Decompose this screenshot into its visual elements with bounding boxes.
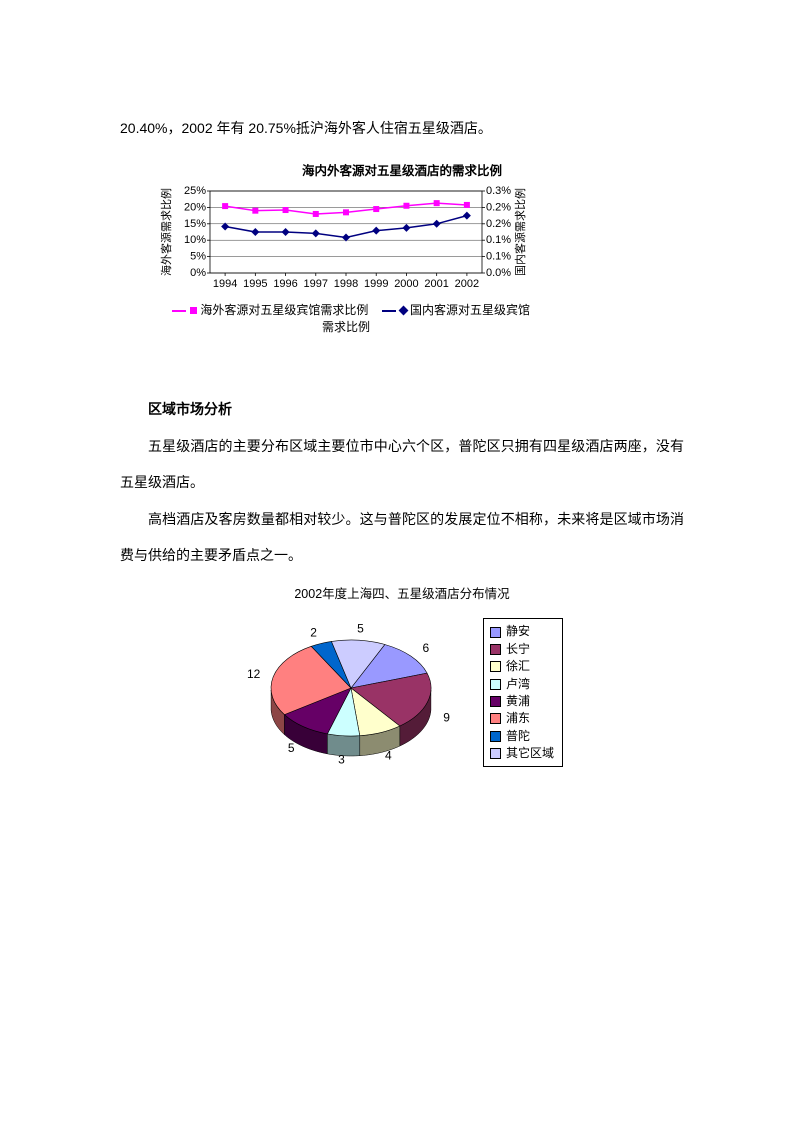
legend-row: 普陀 <box>490 728 554 745</box>
intro-paragraph: 20.40%，2002 年有 20.75%抵沪海外客人住宿五星级酒店。 <box>120 110 684 146</box>
paragraph-3: 高档酒店及客房数量都相对较少。这与普陀区的发展定位不相称，未来将是区域市场消费与… <box>120 501 684 574</box>
legend-label-0: 海外客源对五星级宾馆需求比例 <box>200 303 368 317</box>
legend-label: 静安 <box>506 623 530 640</box>
pie-svg: 6 9 4 3 5 12 2 5 <box>241 618 461 778</box>
legend-swatch <box>490 696 501 707</box>
pie-chart: 6 9 4 3 5 12 2 5 <box>241 618 461 778</box>
legend-swatch-0 <box>172 310 186 312</box>
svg-text:1997: 1997 <box>304 278 328 290</box>
legend-marker-0 <box>190 307 197 314</box>
legend-label: 徐汇 <box>506 658 530 675</box>
svg-text:5: 5 <box>357 622 364 636</box>
chart1-svg: 0% 0.0% 5% 0.1% 10% 0.1% 15% 0.2% 20% 0.2% 25% 0.3%… <box>156 185 536 295</box>
legend-label: 普陀 <box>506 728 530 745</box>
legend-row: 卢湾 <box>490 676 554 693</box>
svg-text:0.1%: 0.1% <box>486 251 511 263</box>
svg-text:20%: 20% <box>184 202 206 214</box>
legend-marker-1 <box>398 305 408 315</box>
legend-swatch <box>490 748 501 759</box>
svg-text:2002: 2002 <box>455 278 479 290</box>
legend-swatch <box>490 627 501 638</box>
legend-swatch-1 <box>382 310 396 312</box>
legend-swatch <box>490 679 501 690</box>
chart1-title: 海内外客源对五星级酒店的需求比例 <box>120 160 684 179</box>
legend-label: 黄浦 <box>506 693 530 710</box>
chart1: 0% 0.0% 5% 0.1% 10% 0.1% 15% 0.2% 20% 0.2% 25% 0.3%… <box>156 185 536 295</box>
legend-swatch <box>490 661 501 672</box>
svg-text:国内客源需求比例: 国内客源需求比例 <box>513 188 527 276</box>
legend-label: 卢湾 <box>506 676 530 693</box>
svg-text:1994: 1994 <box>213 278 237 290</box>
legend-row: 长宁 <box>490 641 554 658</box>
legend-row: 浦东 <box>490 710 554 727</box>
chart2-title: 2002年度上海四、五星级酒店分布情况 <box>120 583 684 602</box>
section-heading: 区域市场分析 <box>120 391 684 427</box>
svg-text:1995: 1995 <box>243 278 267 290</box>
legend-swatch <box>490 731 501 742</box>
legend-swatch <box>490 644 501 655</box>
svg-text:12: 12 <box>247 668 261 682</box>
chart1-legend: 海外客源对五星级宾馆需求比例 国内客源对五星级宾馆需求比例 <box>156 301 536 335</box>
paragraph-2: 五星级酒店的主要分布区域主要位市中心六个区，普陀区只拥有四星级酒店两座，没有五星… <box>120 428 684 501</box>
chart2-legend: 静安长宁徐汇卢湾黄浦浦东普陀其它区域 <box>483 618 563 767</box>
legend-label: 长宁 <box>506 641 530 658</box>
svg-text:15%: 15% <box>184 218 206 230</box>
svg-text:0.0%: 0.0% <box>486 267 511 279</box>
svg-text:2000: 2000 <box>394 278 418 290</box>
svg-text:9: 9 <box>443 711 450 725</box>
svg-text:0.2%: 0.2% <box>486 218 511 230</box>
legend-row: 静安 <box>490 623 554 640</box>
legend-row: 其它区域 <box>490 745 554 762</box>
svg-text:1998: 1998 <box>334 278 358 290</box>
svg-text:2001: 2001 <box>424 278 448 290</box>
legend-swatch <box>490 713 501 724</box>
svg-text:10%: 10% <box>184 235 206 247</box>
svg-text:5: 5 <box>288 741 295 755</box>
svg-text:0.2%: 0.2% <box>486 202 511 214</box>
svg-text:5%: 5% <box>190 251 206 263</box>
svg-text:25%: 25% <box>184 185 206 197</box>
svg-text:0%: 0% <box>190 267 206 279</box>
chart2: 6 9 4 3 5 12 2 5 静安长宁徐汇卢湾黄浦浦东普陀其它区域 <box>120 618 684 778</box>
legend-row: 徐汇 <box>490 658 554 675</box>
svg-text:海外客源需求比例: 海外客源需求比例 <box>159 188 173 276</box>
svg-text:2: 2 <box>310 626 317 640</box>
svg-text:1999: 1999 <box>364 278 388 290</box>
legend-label: 其它区域 <box>506 745 554 762</box>
svg-text:0.1%: 0.1% <box>486 235 511 247</box>
legend-label: 浦东 <box>506 710 530 727</box>
svg-text:0.3%: 0.3% <box>486 185 511 197</box>
svg-text:4: 4 <box>385 749 392 763</box>
legend-row: 黄浦 <box>490 693 554 710</box>
svg-text:3: 3 <box>338 753 345 767</box>
svg-text:6: 6 <box>423 642 430 656</box>
svg-text:1996: 1996 <box>273 278 297 290</box>
